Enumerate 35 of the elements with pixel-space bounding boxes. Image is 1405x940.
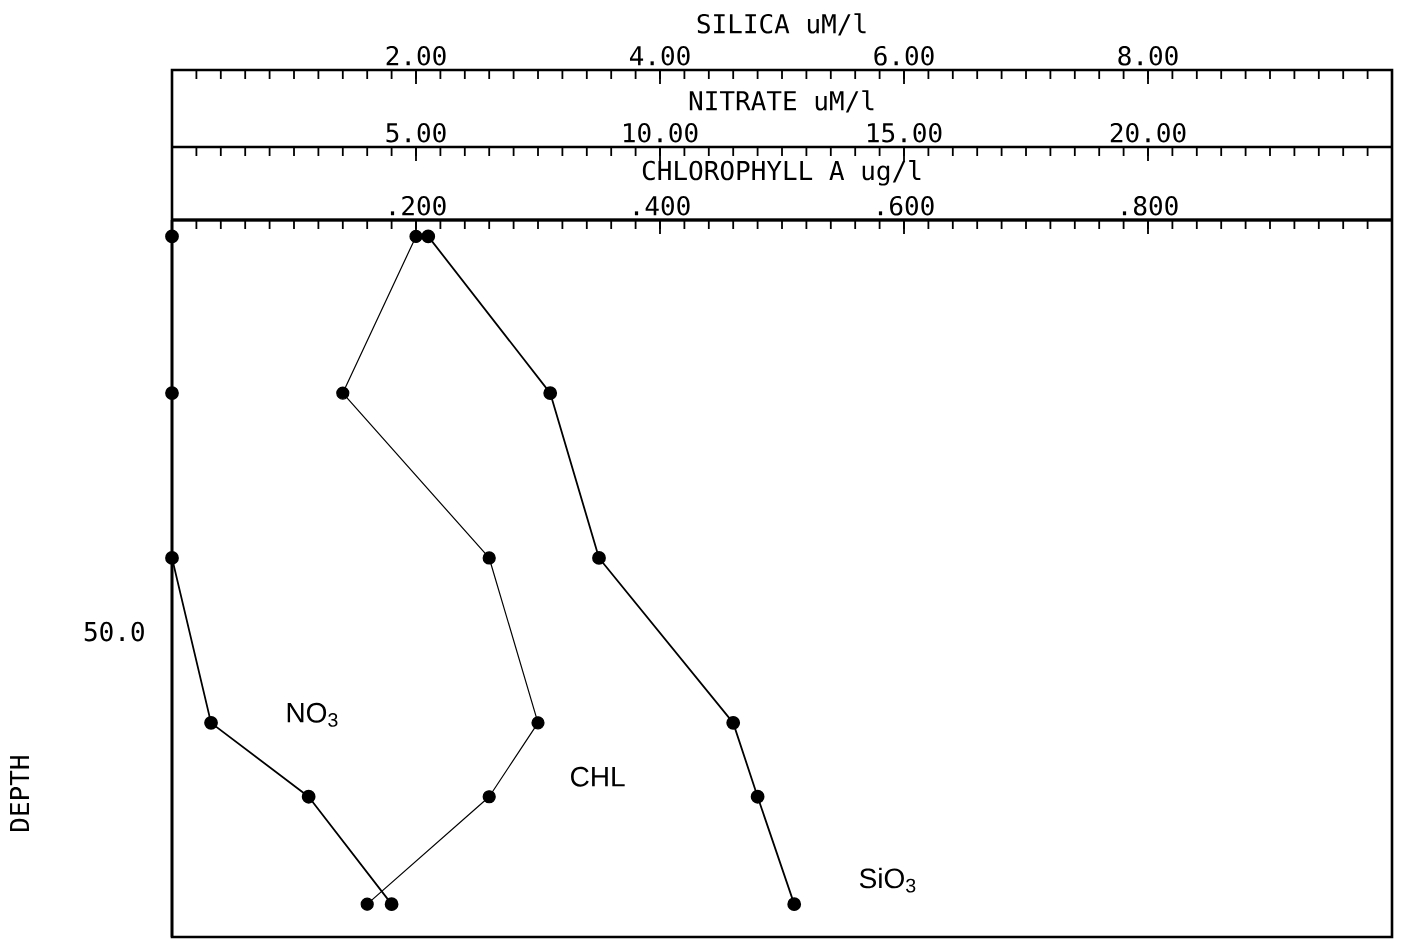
point: [750, 789, 765, 804]
x-tick-label: 15.00: [868, 122, 942, 143]
text: 50.0: [84, 621, 144, 642]
point: [421, 229, 436, 244]
x-tick-label: 2.00: [386, 45, 446, 66]
point: [592, 551, 606, 565]
point: [787, 897, 802, 912]
x-tick-label: .400: [634, 195, 690, 216]
x-tick-label: 4.00: [629, 45, 690, 66]
x-tick-label: 20.00: [1110, 122, 1186, 143]
point: [482, 551, 496, 565]
point: [204, 715, 218, 730]
series-label: NO$_{3}$: [287, 702, 338, 727]
point: [301, 789, 316, 804]
x-tick-label: 5.00: [386, 122, 446, 143]
x-axis-title: NITRATE uM/l: [689, 90, 874, 113]
point: [336, 386, 350, 400]
series-label: CHL: [571, 766, 625, 787]
x-tick-label: .600: [878, 195, 934, 216]
x-tick-label: .200: [390, 195, 446, 216]
point: [482, 790, 496, 804]
point: [360, 897, 374, 911]
point: [384, 897, 399, 912]
x-axis-title: SILICA uM/l: [697, 13, 866, 36]
point: [409, 229, 423, 243]
text: SiO$_{3}$: [859, 867, 916, 893]
point: [726, 715, 741, 730]
x-tick-label: 10.00: [624, 122, 698, 143]
point: [531, 716, 545, 730]
x-tick-label: .800: [1122, 195, 1178, 216]
y-axis-title: DEPTH: [10, 756, 29, 831]
x-tick-label: 8.00: [1118, 45, 1178, 66]
point: [543, 386, 558, 400]
x-tick-label: 6.00: [874, 45, 934, 66]
x-axis-title: CHLOROPHYLL A ug/l: [642, 160, 921, 186]
